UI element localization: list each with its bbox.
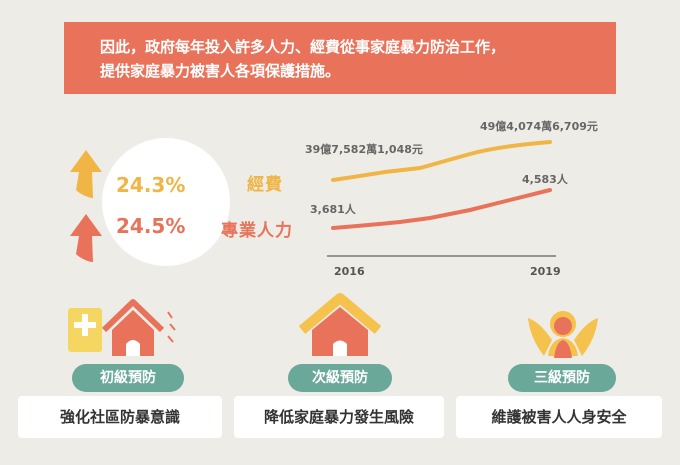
primary-prevention-desc: 強化社區防暴意識 [18,396,222,438]
funding-line [331,140,552,182]
banner-line-2: 提供家庭暴力被害人各項保護措施。 [100,62,341,80]
staff-up-arrow-icon [70,214,102,262]
secondary-prevention-desc: 降低家庭暴力發生風險 [234,396,444,438]
funding-growth-pct: 24.3% [116,173,186,197]
stats-circle [102,138,230,266]
secondary-prevention-badge: 次級預防 [288,364,392,392]
funding-label: 經費 [247,175,283,195]
house-plus-icon [68,299,176,356]
year-end: 2019 [530,265,561,278]
staff-growth-pct: 24.5% [116,214,186,238]
funding-up-arrow-icon [70,150,102,198]
staff-line [331,188,552,230]
tertiary-prevention-desc: 維護被害人人身安全 [456,396,662,438]
tertiary-prevention-badge: 三級預防 [508,364,616,392]
intro-banner: 因此，政府每年投入許多人力、經費從事家庭暴力防治工作， 提供家庭暴力被害人各項保… [64,22,616,94]
staff-end-value: 4,583人 [522,173,568,186]
funding-end-value: 49億4,074萬6,709元 [480,120,598,133]
banner-line-1: 因此，政府每年投入許多人力、經費從事家庭暴力防治工作， [100,38,506,56]
funding-start-value: 39億7,582萬1,048元 [305,143,423,156]
primary-prevention-badge: 初級預防 [72,364,184,392]
staff-start-value: 3,681人 [310,203,356,216]
embrace-icon [528,311,598,358]
house-roof-icon [298,293,382,356]
staff-label: 專業人力 [221,221,293,241]
year-start: 2016 [334,265,365,278]
